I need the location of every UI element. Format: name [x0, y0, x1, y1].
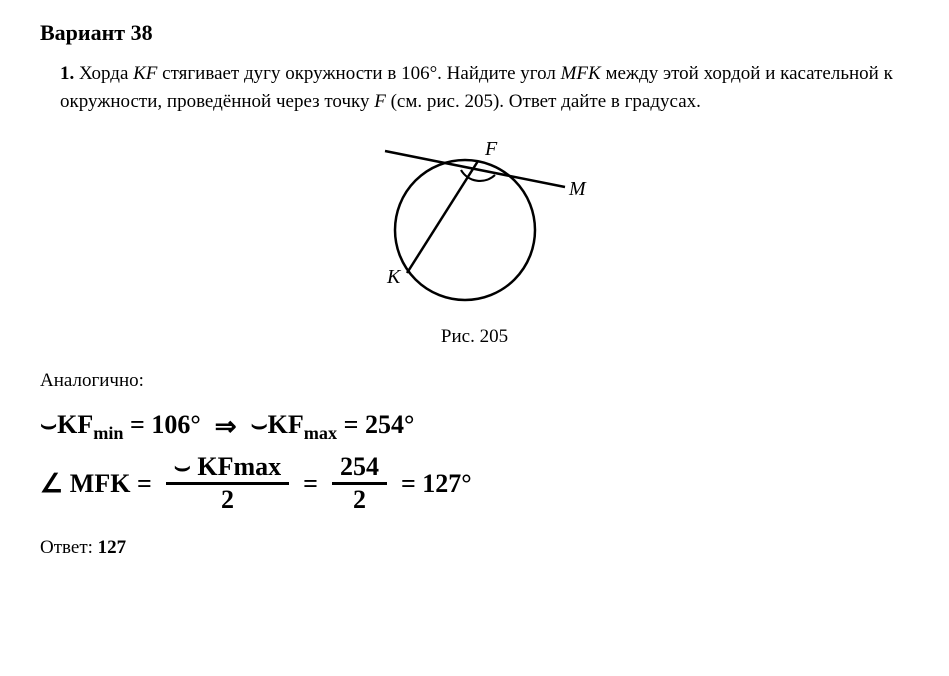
- problem-text-p4: (см. рис. 205). Ответ дайте в градусах.: [386, 91, 701, 112]
- label-m: M: [568, 178, 587, 200]
- hw2-lhs: ∠ MFK =: [40, 469, 152, 499]
- hw2-mid-eq: =: [303, 469, 318, 499]
- hw1-lhs-arc: ⌣KFmin = 106°: [40, 410, 201, 444]
- figure-caption: Рис. 205: [40, 326, 909, 348]
- problem-text-p1: Хорда: [79, 63, 133, 84]
- fraction-1: ⌣ KFmax 2: [166, 454, 289, 513]
- variant-heading: Вариант 38: [40, 20, 909, 46]
- frac2-top: 254: [332, 454, 387, 485]
- frac1-top: ⌣ KFmax: [166, 454, 289, 485]
- problem-statement: 1. Хорда KF стягивает дугу окружности в …: [60, 60, 909, 115]
- problem-number: 1.: [60, 63, 74, 84]
- answer-line: Ответ: 127: [40, 537, 909, 559]
- handwritten-line-2: ∠ MFK = ⌣ KFmax 2 = 254 2 = 127°: [40, 454, 909, 513]
- figure-container: F M K Рис. 205: [40, 125, 909, 348]
- arrow-icon: ⇒: [215, 412, 237, 442]
- label-k: K: [386, 266, 402, 288]
- answer-label: Ответ:: [40, 537, 98, 558]
- answer-value: 127: [98, 537, 127, 558]
- geometry-figure: F M K: [355, 125, 595, 315]
- chord-kf: KF: [133, 63, 157, 84]
- label-f: F: [484, 138, 498, 160]
- fraction-2: 254 2: [332, 454, 387, 513]
- frac1-bot: 2: [221, 485, 234, 513]
- angle-mfk: MFK: [561, 63, 601, 84]
- point-f: F: [374, 91, 386, 112]
- frac2-bot: 2: [353, 485, 366, 513]
- hw2-tail: = 127°: [401, 469, 472, 499]
- tangent-line: [385, 151, 565, 187]
- analog-label: Аналогично:: [40, 370, 909, 392]
- handwritten-line-1: ⌣KFmin = 106° ⇒ ⌣KFmax = 254°: [40, 410, 909, 444]
- hw1-rhs-arc: ⌣KFmax = 254°: [251, 410, 415, 444]
- problem-text-p2: стягивает дугу окружности в 106°. Найдит…: [157, 63, 560, 84]
